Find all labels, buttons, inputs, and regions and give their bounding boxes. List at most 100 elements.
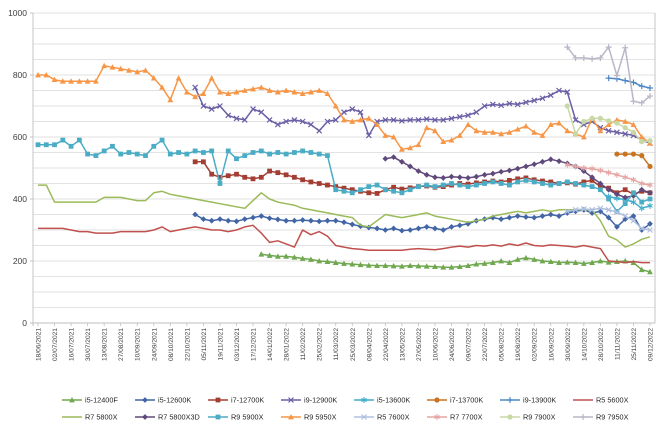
legend: i5-12400F i5-12600K i7-12700K i9-12900K i5-1…: [62, 396, 629, 422]
x-tick-label: 24/06/2022: [449, 328, 456, 361]
series-r7-5800x: [38, 184, 651, 248]
x-tick-label: 22/04/2022: [383, 328, 390, 361]
x-tick-label: 09/07/2022: [466, 328, 473, 361]
series-r7-7700x: [564, 161, 653, 189]
x-tick-label: 22/10/2021: [184, 328, 191, 361]
series-line: [38, 184, 651, 248]
legend-item-r7-7700x: R7 7700X: [427, 413, 483, 422]
legend-label: R7 7700X: [450, 413, 483, 422]
legend-label: i5-12600K: [158, 396, 191, 405]
x-tick-label: 28/10/2022: [598, 328, 605, 361]
legend-item-r5-5600x: R5 5600X: [573, 396, 629, 405]
series-i5-12600k: [192, 206, 653, 234]
series-r5-7600x: [564, 205, 653, 233]
legend-label: i5-13600K: [377, 396, 410, 405]
y-axis-labels: 0 200 400 600 800 1000: [8, 8, 33, 328]
x-tick-label: 08/10/2021: [168, 328, 175, 361]
legend-item-i9-13900k: i9-13900K: [500, 396, 556, 405]
legend-item-r9-7950x: R9 7950X: [573, 413, 629, 422]
legend-item-r7-5800x: R7 5800X: [62, 413, 118, 422]
legend-item-i7-12700k: i7-12700K: [208, 396, 264, 405]
series-i7-13700k: [614, 151, 653, 170]
x-tick-label: 30/09/2022: [565, 328, 572, 361]
legend-item-r5-7600x: R5 7600X: [354, 413, 410, 422]
y-tick-label: 0: [22, 318, 27, 328]
legend-item-i5-12400f: i5-12400F: [62, 396, 118, 405]
legend-label: R7 5800X: [85, 413, 118, 422]
gridlines: [33, 12, 655, 324]
x-tick-label: 19/11/2021: [217, 328, 224, 361]
x-tick-label: 14/01/2022: [267, 328, 274, 361]
x-tick-label: 10/09/2021: [135, 328, 142, 361]
x-tick-label: 28/01/2022: [284, 328, 291, 361]
legend-label: R9 7950X: [596, 413, 629, 422]
x-tick-label: 02/09/2022: [532, 328, 539, 361]
legend-label: i7-13700K: [450, 396, 483, 405]
series-r7-5800x3d: [382, 154, 653, 201]
x-tick-label: 10/06/2022: [432, 328, 439, 361]
y-tick-label: 800: [13, 70, 27, 80]
x-tick-label: 11/03/2022: [333, 328, 340, 361]
series-i5-12400f: [258, 251, 653, 275]
x-tick-label: 22/07/2022: [482, 328, 489, 361]
legend-label: R5 5600X: [596, 396, 629, 405]
legend-item-i5-13600k: i5-13600K: [354, 396, 410, 405]
x-tick-label: 05/08/2022: [499, 328, 506, 361]
series-r9-7950x: [564, 44, 653, 106]
x-tick-label: 09/12/2022: [648, 328, 655, 361]
legend-item-r9-5900x: R9 5900X: [208, 413, 264, 422]
legend-label: R9 7900X: [523, 413, 556, 422]
legend-label: i9-12900K: [304, 396, 337, 405]
x-tick-label: 18/06/2021: [36, 328, 43, 361]
legend-label: i5-12400F: [85, 396, 118, 405]
x-tick-label: 16/09/2022: [548, 328, 555, 361]
x-tick-label: 11/11/2022: [614, 328, 621, 360]
x-tick-label: 19/08/2022: [515, 328, 522, 361]
legend-label: R7 5800X3D: [158, 413, 200, 422]
x-tick-label: 05/11/2021: [201, 328, 208, 361]
legend-label: i7-12700K: [231, 396, 264, 405]
legend-label: R5 7600X: [377, 413, 410, 422]
legend-item-r7-5800x3d: R7 5800X3D: [135, 413, 200, 422]
x-tick-label: 13/05/2022: [399, 328, 406, 361]
x-tick-label: 25/02/2022: [317, 328, 324, 361]
x-tick-label: 27/05/2022: [416, 328, 423, 361]
y-tick-label: 600: [13, 132, 27, 142]
x-tick-label: 08/04/2022: [366, 328, 373, 361]
series-r9-7900x: [564, 103, 653, 145]
legend-item-r9-5950x: R9 5950X: [281, 413, 337, 422]
x-tick-label: 25/11/2022: [631, 328, 638, 361]
x-tick-label: 13/08/2021: [102, 328, 109, 361]
x-tick-label: 25/03/2022: [350, 328, 357, 361]
x-tick-label: 11/02/2022: [300, 328, 307, 361]
series-i5-13600k: [605, 193, 653, 212]
y-tick-label: 400: [13, 194, 27, 204]
series-line: [38, 224, 650, 264]
y-tick-label: 200: [13, 256, 27, 266]
plot-frame: [32, 13, 656, 326]
x-tick-label: 02/07/2021: [52, 328, 59, 361]
legend-item-i7-13700k: i7-13700K: [427, 396, 483, 405]
series-r5-5600x: [38, 224, 650, 264]
series-line: [194, 209, 651, 232]
series-i9-12900k: [192, 84, 653, 147]
x-tick-label: 14/10/2022: [581, 328, 588, 361]
legend-label: R9 5950X: [304, 413, 337, 422]
legend-item-r9-7900x: R9 7900X: [500, 413, 556, 422]
y-tick-label: 1000: [8, 8, 27, 18]
x-tick-label: 30/07/2021: [85, 328, 92, 361]
legend-item-i9-12900k: i9-12900K: [281, 396, 337, 405]
x-axis-labels: 18/06/2021 02/07/2021 16/07/2021 30/07/2021…: [36, 323, 655, 361]
legend-item-i5-12600k: i5-12600K: [135, 396, 191, 405]
x-tick-label: 17/12/2021: [251, 328, 258, 361]
x-tick-label: 24/09/2021: [151, 328, 158, 361]
x-tick-label: 03/12/2021: [234, 328, 241, 361]
x-tick-label: 16/07/2021: [69, 328, 76, 361]
legend-label: i9-13900K: [523, 396, 556, 405]
series-r9-5950x: [35, 62, 653, 152]
series-r9-5900x: [35, 137, 653, 214]
x-tick-label: 27/08/2021: [118, 328, 125, 361]
legend-label: R9 5900X: [231, 413, 264, 422]
